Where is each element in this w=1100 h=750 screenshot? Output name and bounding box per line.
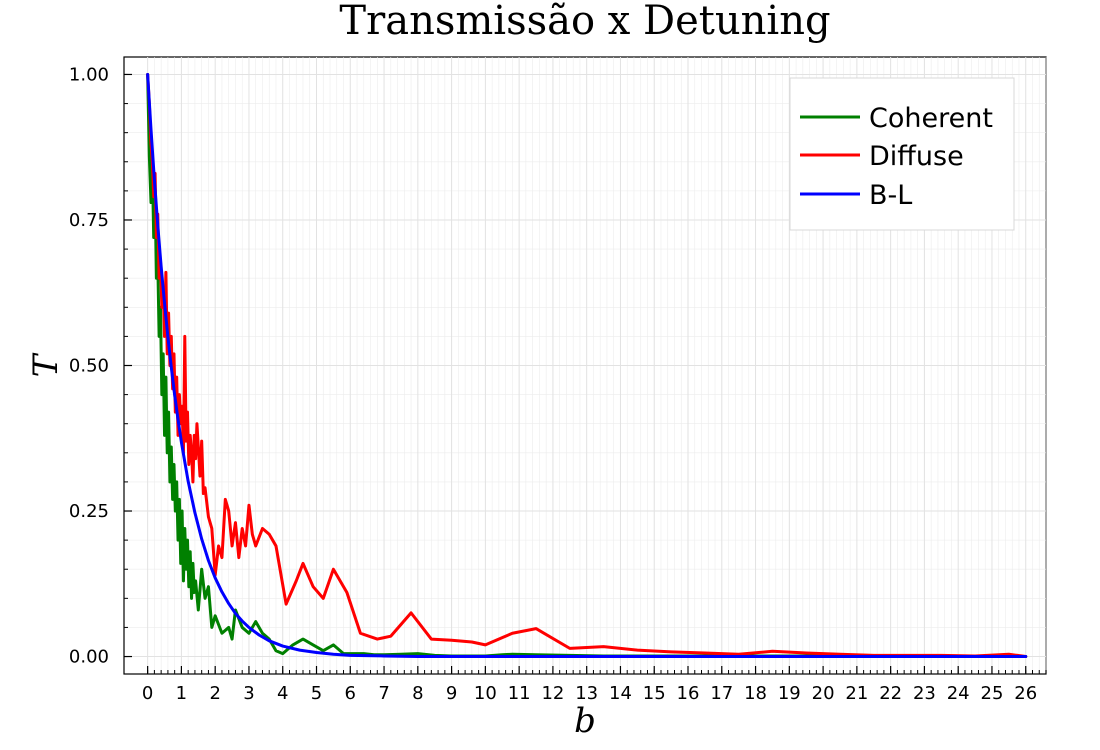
- legend: Coherent Diffuse B-L: [789, 77, 1015, 231]
- axis-layer: 0 1 2 3 4 5 6 7 8 9 10 11 12 13 14 15 16 17 18 19 20 21 22 23 24…: [69, 64, 1047, 704]
- x-tick-label: 19: [778, 683, 801, 704]
- x-tick-label: 15: [643, 683, 666, 704]
- x-tick-label: 7: [378, 683, 389, 704]
- x-tick-label: 17: [710, 683, 733, 704]
- x-tick-label: 6: [345, 683, 356, 704]
- x-tick-label: 22: [879, 683, 902, 704]
- x-tick-label: 4: [277, 683, 288, 704]
- series-layer: [146, 72, 1028, 659]
- y-tick-label: 0.75: [69, 210, 109, 231]
- x-tick-label: 0: [142, 683, 153, 704]
- x-tick-label: 24: [947, 683, 970, 704]
- x-tick-label: 26: [1014, 683, 1037, 704]
- x-axis-label: b: [574, 701, 596, 741]
- x-tick-label: 13: [575, 683, 598, 704]
- y-tick-label: 0.25: [69, 501, 109, 522]
- x-tick-label: 21: [845, 683, 868, 704]
- x-tick-label: 20: [812, 683, 835, 704]
- legend-label-bl: B-L: [869, 180, 912, 211]
- y-axis-label: T: [26, 352, 66, 377]
- x-tick-label: 11: [508, 683, 531, 704]
- x-tick-label: 16: [677, 683, 700, 704]
- b-l-series-line: [146, 72, 1028, 659]
- x-tick-label: 5: [311, 683, 322, 704]
- diffuse-series-line: [146, 72, 1028, 659]
- legend-label-diffuse: Diffuse: [869, 141, 964, 172]
- x-tick-label: 10: [474, 683, 497, 704]
- x-tick-label: 3: [243, 683, 254, 704]
- chart-title: Transmissão x Detuning: [339, 0, 830, 44]
- y-tick-label: 0.50: [69, 356, 109, 377]
- x-tick-label: 8: [412, 683, 423, 704]
- y-tick-label: 1.00: [69, 64, 109, 85]
- x-tick-label: 2: [209, 683, 220, 704]
- x-tick-label: 1: [176, 683, 187, 704]
- x-tick-label: 25: [981, 683, 1004, 704]
- y-tick-label: 0.00: [69, 647, 109, 668]
- x-tick-label: 23: [913, 683, 936, 704]
- legend-label-coherent: Coherent: [869, 103, 993, 134]
- x-tick-label: 18: [744, 683, 767, 704]
- x-tick-label: 14: [609, 683, 632, 704]
- x-tick-label: 9: [446, 683, 457, 704]
- x-tick-label: 12: [541, 683, 564, 704]
